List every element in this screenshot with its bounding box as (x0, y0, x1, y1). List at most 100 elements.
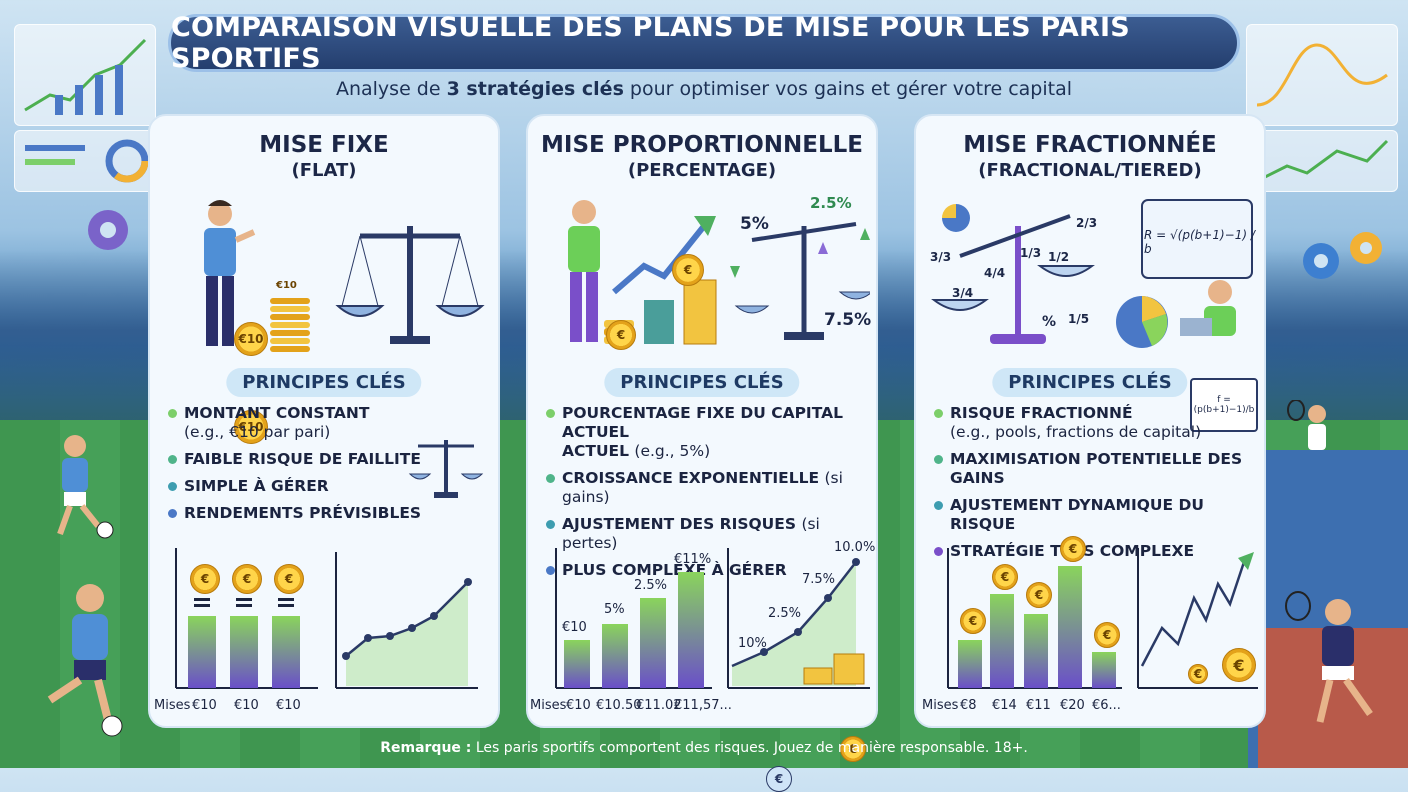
bar-label: €11.02 (636, 698, 682, 713)
bar-label: €8 (960, 698, 977, 713)
coin-icon: €10 (234, 322, 268, 356)
bar (1024, 614, 1048, 688)
bar-label: €20 (1060, 698, 1085, 713)
mises-label: Mises (530, 698, 567, 713)
formula: R = √(p(b+1)−1) / b (1144, 228, 1255, 256)
euro-coin-icon: € (1026, 582, 1052, 608)
list-item: SIMPLE À GÉRER (168, 477, 488, 496)
list-item: AJUSTEMENT DES RISQUES (si pertes) (546, 515, 866, 553)
bar-label: €10.50 (596, 698, 642, 713)
bar-label: €6... (1092, 698, 1121, 713)
key-principles-pill: PRINCIPES CLÉS (604, 368, 800, 397)
principles-list: MONTANT CONSTANT (e.g., €10 par pari) FAI… (168, 404, 488, 531)
monitor-formula: f = (p(b+1)−1)/b (1190, 378, 1258, 432)
fraction-label: 3/3 (930, 250, 952, 264)
bar-label: €10 (234, 698, 259, 713)
bar-label: €10 (192, 698, 217, 713)
card-title: MISE FIXE (259, 132, 389, 158)
point (408, 624, 416, 632)
mises-label: Mises (154, 698, 191, 713)
euro-coin-icon: € (960, 608, 986, 634)
mises-label: Mises (922, 698, 959, 713)
list-item: MAXIMISATION POTENTIELLE DES GAINS (934, 450, 1254, 488)
euro-coin-icon: € (672, 254, 704, 286)
bar-top-label: €11% (674, 552, 712, 567)
list-item: FAIBLE RISQUE DE FAILLITE (168, 450, 488, 469)
euro-coin-icon: € (1060, 536, 1086, 562)
title-banner: COMPARAISON VISUELLE DES PLANS DE MISE P… (168, 12, 1240, 74)
card-mise-fixe: MISE FIXE (FLAT) €10 €10 €10 PRINCIPES C… (148, 114, 500, 728)
dashboard-line-panel-right (1246, 130, 1398, 192)
gear-icon (1303, 243, 1339, 279)
fraction-label: 4/4 (984, 266, 1006, 280)
point (794, 628, 802, 636)
dashboard-stats-panel-left (14, 130, 156, 192)
list-item: PLUS COMPLEXE À GÉRER (546, 561, 866, 580)
euro-coin-icon: € (766, 766, 792, 792)
principles-list: RISQUE FRACTIONNÉ (e.g., pools, fractions… (934, 404, 1254, 569)
euro-coin-icon: € (1188, 664, 1208, 684)
fraction-label: 1/2 (1048, 250, 1070, 264)
bar-label: €10 (276, 698, 301, 713)
bar (990, 594, 1014, 688)
card-title: MISE FRACTIONNÉE (963, 132, 1217, 158)
principles-list: POURCENTAGE FIXE DU CAPITAL ACTUEL ACTUEL… (546, 404, 866, 588)
pct-label: 5% (740, 214, 769, 234)
bar (958, 640, 982, 688)
point (430, 612, 438, 620)
coin-icon: €10 (234, 410, 268, 444)
fraction-label: 2/3 (1076, 216, 1098, 230)
bar-top-label: €10 (562, 620, 587, 635)
gear-icon (88, 210, 128, 250)
fraction-label: 1/5 (1068, 312, 1090, 326)
flat-bar-chart (175, 548, 318, 689)
point (364, 634, 372, 642)
dashboard-chart-panel-right (1246, 24, 1398, 126)
bar (230, 616, 258, 688)
bar (188, 616, 216, 688)
point (342, 652, 350, 660)
bar (564, 640, 590, 688)
euro-coin-icon: € (606, 320, 636, 350)
line-label: 10% (738, 636, 767, 651)
euro-coin-icon: € (992, 564, 1018, 590)
line-label: 10.0% (834, 540, 876, 555)
bar (678, 572, 704, 688)
page-title: COMPARAISON VISUELLE DES PLANS DE MISE P… (171, 12, 1130, 74)
tennis-player-icon (1287, 400, 1326, 460)
card-mise-fractionnee: MISE FRACTIONNÉE (FRACTIONAL/TIERED) R =… (914, 114, 1266, 728)
list-item: POURCENTAGE FIXE DU CAPITAL ACTUEL ACTUEL… (546, 404, 866, 461)
key-principles-pill: PRINCIPES CLÉS (226, 368, 422, 397)
bar (1058, 566, 1082, 688)
balance-scale-icon (408, 440, 484, 498)
list-item: RENDEMENTS PRÉVISIBLES (168, 504, 488, 523)
percentage-bet-illustration (568, 200, 870, 345)
pct-label: 2.5% (810, 194, 852, 212)
euro-coin-icon: € (1222, 648, 1256, 682)
list-item: RISQUE FRACTIONNÉ (e.g., pools, fractions… (934, 404, 1254, 442)
bar-label: €10 (566, 698, 591, 713)
card-title: MISE PROPORTIONNELLE (541, 132, 863, 158)
tennis-player-icon (1285, 591, 1373, 723)
euro-coin-icon: € (840, 736, 866, 762)
coin-stack-label: €10 (276, 280, 297, 291)
fractional-bar-chart (947, 548, 1122, 689)
bar (1092, 652, 1116, 688)
percentage-bar-chart (555, 548, 712, 689)
pct-label: 7.5% (824, 310, 872, 330)
percentage-growth-line-chart (727, 548, 870, 689)
card-subtitle: (FRACTIONAL/TIERED) (978, 160, 1202, 181)
point (386, 632, 394, 640)
point (464, 578, 472, 586)
fraction-label: 3/4 (952, 286, 974, 300)
euro-coin-icon: € (1094, 622, 1120, 648)
dashboard-chart-panel-left (14, 24, 156, 126)
fraction-label: % (1042, 314, 1057, 330)
euro-coin-icon: € (232, 564, 262, 594)
bar-label: €11 (1026, 698, 1051, 713)
bar (272, 616, 300, 688)
responsible-gambling-note: Remarque : Les paris sportifs comportent… (380, 740, 1028, 756)
key-principles-pill: PRINCIPES CLÉS (992, 368, 1188, 397)
bar (640, 598, 666, 688)
flat-bet-illustration (204, 200, 485, 352)
